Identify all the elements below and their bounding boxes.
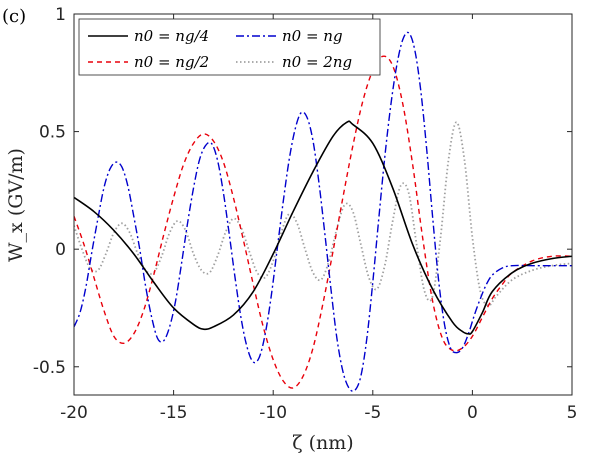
x-tick-label: 5	[567, 403, 578, 423]
panel-label: (c)	[2, 6, 26, 27]
x-tick-label: -15	[160, 403, 188, 423]
plot-frame	[73, 13, 573, 396]
legend: n0 = ng/4 n0 = ng/2 n0 = ng n0 = 2ng	[78, 18, 381, 76]
legend-box	[78, 18, 381, 76]
x-tick-label: -20	[60, 403, 88, 423]
tick-layer: -20 -15 -10 -5 0 5 -0.5 0 0.5 1	[33, 5, 578, 423]
series-line-0	[74, 120, 572, 335]
series-line-1	[74, 55, 572, 389]
legend-label-1: n0 = ng/2	[134, 53, 209, 71]
legend-label-2: n0 = ng	[282, 27, 343, 45]
y-tick-label: -0.5	[33, 358, 66, 378]
series-layer	[74, 31, 572, 392]
x-axis-label: ζ (nm)	[292, 432, 353, 454]
y-tick-label: 0	[55, 240, 66, 260]
x-tick-label: -5	[364, 403, 381, 423]
y-tick-label: 0.5	[39, 123, 66, 143]
legend-label-3: n0 = 2ng	[282, 53, 352, 71]
y-tick-label: 1	[55, 5, 66, 25]
y-axis-label: W_x (GV/m)	[5, 148, 27, 262]
x-tick-label: -10	[259, 403, 287, 423]
x-tick-label: 0	[467, 403, 478, 423]
legend-label-0: n0 = ng/4	[134, 27, 209, 45]
series-line-2	[74, 31, 572, 392]
